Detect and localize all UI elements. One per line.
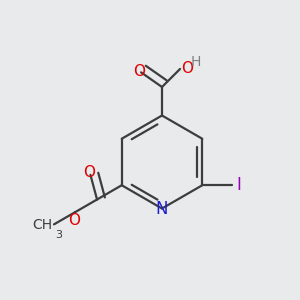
Text: 3: 3 <box>56 230 62 240</box>
Text: O: O <box>68 213 80 228</box>
Text: O: O <box>133 64 145 79</box>
Text: H: H <box>191 55 201 69</box>
Text: CH: CH <box>32 218 52 232</box>
Text: O: O <box>83 165 95 180</box>
Text: O: O <box>182 61 194 76</box>
Text: I: I <box>236 176 241 194</box>
Text: N: N <box>156 200 168 217</box>
